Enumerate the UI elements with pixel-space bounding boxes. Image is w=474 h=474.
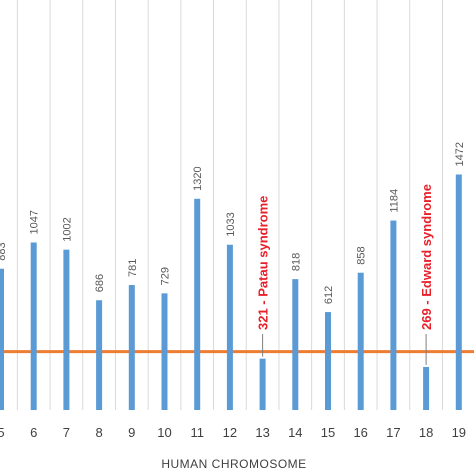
data-label-8: 686 xyxy=(94,274,106,292)
annotation-13: 321 - Patau syndrome xyxy=(256,196,271,330)
data-label-12: 1033 xyxy=(225,212,237,236)
bar-chromosome-5 xyxy=(0,268,4,410)
x-tick-6: 6 xyxy=(30,425,37,440)
data-label-19: 1472 xyxy=(454,142,466,166)
bar-chromosome-6 xyxy=(30,242,37,410)
annotation-18: 269 - Edward syndrome xyxy=(419,184,434,330)
x-axis-ticks: 5 6 7 8 9 10 11 12 13 14 15 16 17 18 19 xyxy=(0,425,466,440)
bar-chromosome-17 xyxy=(390,220,397,410)
bar-chromosome-10 xyxy=(161,293,168,410)
data-label-6: 1047 xyxy=(29,210,41,234)
x-tick-18: 18 xyxy=(419,425,433,440)
x-tick-19: 19 xyxy=(452,425,466,440)
bar-chromosome-14 xyxy=(292,279,299,410)
x-axis-title: HUMAN CHROMOSOME xyxy=(161,457,306,471)
bar-chromosome-12 xyxy=(226,244,233,410)
data-labels: 883 1047 1002 686 781 729 1320 1033 818 612 858 118… xyxy=(0,142,466,304)
data-label-17: 1184 xyxy=(388,189,400,213)
x-tick-7: 7 xyxy=(63,425,70,440)
bar-chromosome-11 xyxy=(194,198,201,410)
bar-chromosome-18 xyxy=(423,366,430,410)
bar-chromosome-19 xyxy=(455,174,462,410)
data-label-11: 1320 xyxy=(192,166,204,190)
x-tick-10: 10 xyxy=(157,425,171,440)
bars xyxy=(0,174,462,410)
x-tick-14: 14 xyxy=(288,425,302,440)
bar-chromosome-7 xyxy=(63,249,70,410)
bar-chromosome-13 xyxy=(259,358,266,410)
data-label-15: 612 xyxy=(323,286,335,304)
data-label-14: 818 xyxy=(290,253,302,271)
x-tick-12: 12 xyxy=(223,425,237,440)
data-label-16: 858 xyxy=(356,246,368,264)
x-tick-16: 16 xyxy=(353,425,367,440)
x-tick-13: 13 xyxy=(255,425,269,440)
data-label-7: 1002 xyxy=(61,217,73,241)
x-tick-17: 17 xyxy=(386,425,400,440)
x-tick-8: 8 xyxy=(95,425,102,440)
annotations: 321 - Patau syndrome 269 - Edward syndrom… xyxy=(256,184,434,365)
x-tick-9: 9 xyxy=(128,425,135,440)
x-tick-5: 5 xyxy=(0,425,5,440)
data-label-9: 781 xyxy=(127,259,139,277)
bar-chromosome-8 xyxy=(96,300,103,410)
x-tick-15: 15 xyxy=(321,425,335,440)
data-label-10: 729 xyxy=(160,267,172,285)
bar-chromosome-15 xyxy=(325,312,331,410)
gridlines xyxy=(16,0,443,410)
bar-chromosome-16 xyxy=(357,272,364,410)
data-label-5: 883 xyxy=(0,242,8,260)
x-tick-11: 11 xyxy=(190,425,204,440)
bar-chromosome-9 xyxy=(128,285,135,410)
